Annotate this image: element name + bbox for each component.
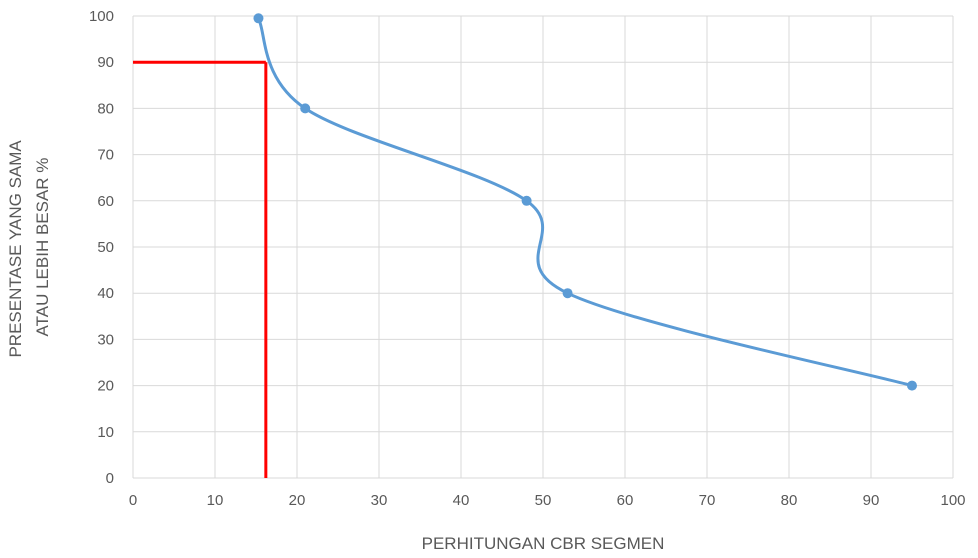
x-tick-label: 10 <box>207 492 224 509</box>
x-tick-label: 0 <box>129 492 137 509</box>
series-line <box>256 16 914 388</box>
y-tick-label: 70 <box>97 147 114 164</box>
x-tick-labels: 0 10 20 30 40 50 60 70 80 90 100 <box>129 492 966 509</box>
y-tick-label: 20 <box>97 378 114 395</box>
y-tick-label: 90 <box>97 54 114 71</box>
y-axis-title: PRESENTASE YANG SAMA ATAU LEBIH BESAR % <box>6 136 52 357</box>
data-point <box>300 103 311 114</box>
y-tick-labels: 0 10 20 30 40 50 60 70 80 90 100 <box>89 8 114 487</box>
x-tick-label: 30 <box>371 492 388 509</box>
gridlines <box>132 15 954 479</box>
x-tick-label: 40 <box>453 492 470 509</box>
y-tick-label: 60 <box>97 193 114 210</box>
data-point <box>562 288 573 299</box>
y-tick-label: 30 <box>97 331 114 348</box>
y-axis-title-line-1: PRESENTASE YANG SAMA <box>6 140 25 358</box>
y-tick-label: 40 <box>97 285 114 302</box>
x-tick-label: 20 <box>289 492 306 509</box>
x-tick-label: 50 <box>535 492 552 509</box>
series <box>253 13 917 391</box>
x-tick-label: 90 <box>863 492 880 509</box>
data-point <box>521 195 532 206</box>
x-tick-label: 60 <box>617 492 634 509</box>
data-point <box>253 13 264 24</box>
x-tick-label: 70 <box>699 492 716 509</box>
y-axis-title-line-2: ATAU LEBIH BESAR % <box>33 158 52 337</box>
y-tick-label: 10 <box>97 424 114 441</box>
y-tick-label: 80 <box>97 100 114 117</box>
x-tick-label: 80 <box>781 492 798 509</box>
x-tick-label: 100 <box>940 492 965 509</box>
y-tick-label: 50 <box>97 239 114 256</box>
y-tick-label: 100 <box>89 8 114 25</box>
reference-lines <box>133 60 268 478</box>
x-axis-title: PERHITUNGAN CBR SEGMEN <box>422 534 665 553</box>
y-tick-label: 0 <box>106 470 114 487</box>
data-point <box>907 380 917 391</box>
